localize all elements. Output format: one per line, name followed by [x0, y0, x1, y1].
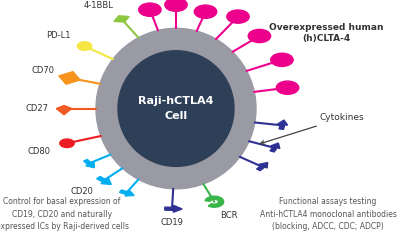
- Circle shape: [139, 3, 161, 16]
- Circle shape: [227, 10, 249, 23]
- Polygon shape: [56, 105, 72, 115]
- Text: CD27: CD27: [25, 104, 48, 113]
- Ellipse shape: [118, 51, 234, 166]
- Text: Cytokines: Cytokines: [260, 114, 365, 144]
- Polygon shape: [165, 205, 182, 212]
- Text: Control for basal expression of
CD19, CD20 and naturally
expressed ICs by Raji-d: Control for basal expression of CD19, CD…: [0, 197, 128, 231]
- Polygon shape: [114, 16, 129, 22]
- Circle shape: [248, 29, 271, 42]
- Polygon shape: [59, 72, 80, 84]
- Polygon shape: [84, 160, 94, 168]
- Circle shape: [271, 53, 293, 66]
- Ellipse shape: [96, 28, 256, 189]
- Polygon shape: [270, 143, 280, 152]
- Text: BCR: BCR: [220, 211, 237, 219]
- Text: Raji-hCTLA4
Cell: Raji-hCTLA4 Cell: [138, 96, 214, 121]
- Text: Functional assays testing
Anti-hCTLA4 monoclonal antibodies
(blocking, ADCC, CDC: Functional assays testing Anti-hCTLA4 mo…: [260, 197, 396, 231]
- Polygon shape: [205, 196, 224, 207]
- Text: CD70: CD70: [31, 66, 54, 75]
- Polygon shape: [278, 120, 288, 129]
- Text: CD80: CD80: [27, 147, 50, 156]
- Circle shape: [276, 81, 299, 94]
- Circle shape: [165, 0, 187, 11]
- Circle shape: [60, 139, 74, 148]
- Text: Overexpressed human
(h)CLTA-4: Overexpressed human (h)CLTA-4: [269, 23, 383, 43]
- Text: CD19: CD19: [160, 218, 183, 227]
- Polygon shape: [97, 177, 111, 185]
- Polygon shape: [120, 190, 134, 196]
- Text: CD20: CD20: [70, 187, 93, 197]
- Circle shape: [194, 5, 217, 18]
- Polygon shape: [257, 163, 268, 171]
- Circle shape: [77, 42, 92, 50]
- Text: PD-L1: PD-L1: [46, 30, 70, 40]
- Text: 4-1BBL: 4-1BBL: [83, 0, 113, 10]
